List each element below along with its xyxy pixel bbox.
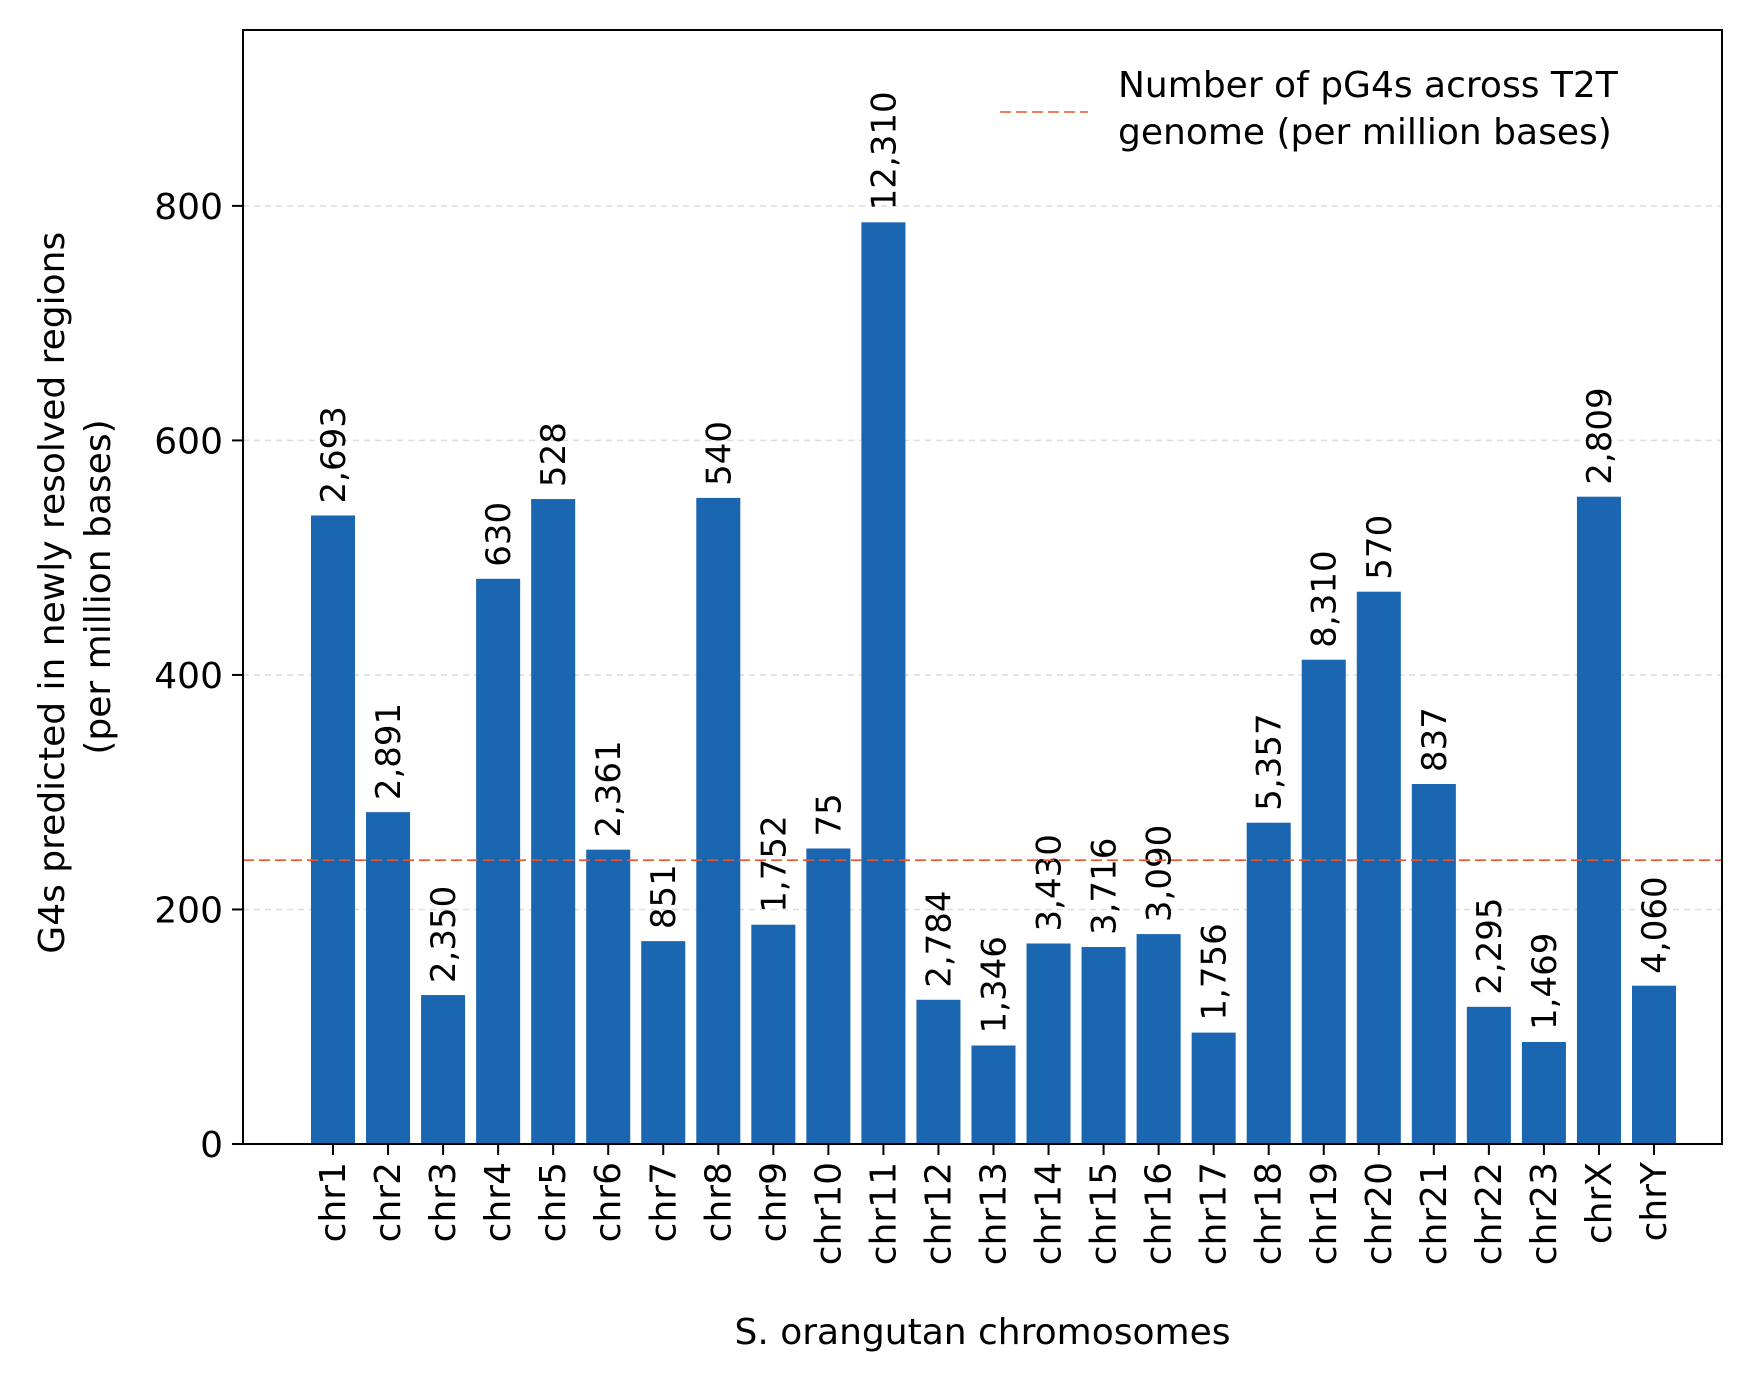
y-axis: 0 200 400 600 800	[154, 187, 243, 1166]
x-tick-label: chr19	[1304, 1162, 1345, 1265]
x-tick-label: chr17	[1194, 1162, 1235, 1265]
bar	[366, 812, 411, 1144]
bar	[806, 848, 851, 1144]
bar	[476, 578, 521, 1144]
x-tick-label: chr16	[1139, 1162, 1180, 1265]
x-axis: chr1 chr2 chr3 chr4 chr5 chr6 chr7 chr8 chr9 chr1…	[313, 1144, 1675, 1265]
x-tick-label: chr22	[1469, 1162, 1510, 1265]
x-tick-label: chr2	[368, 1162, 409, 1242]
x-tick-label: chr18	[1249, 1162, 1290, 1265]
x-tick-label: chr21	[1414, 1162, 1455, 1265]
bar-value-label: 3,716	[1085, 838, 1125, 935]
x-tick-label: chr10	[808, 1162, 849, 1265]
bar-value-label: 528	[534, 422, 574, 487]
bar	[1356, 591, 1401, 1144]
x-tick-label: chr5	[533, 1162, 574, 1242]
bar-value-label: 2,295	[1470, 897, 1510, 994]
x-axis-title: S. orangutan chromosomes	[734, 1312, 1230, 1353]
bar	[1631, 985, 1677, 1144]
x-tick-label: chr1	[313, 1162, 354, 1242]
legend-entry-line-1: Number of pG4s across T2T	[1118, 65, 1619, 106]
bar	[971, 1045, 1016, 1144]
x-tick-label: chr7	[643, 1162, 684, 1242]
bar-value-label: 3,430	[1030, 834, 1070, 931]
bar	[1191, 1032, 1236, 1144]
bar-value-label: 1,752	[754, 815, 794, 912]
bar	[1026, 943, 1071, 1144]
bar	[310, 515, 356, 1144]
bar	[696, 497, 741, 1144]
x-tick-label: chr8	[698, 1162, 739, 1242]
bar-value-label: 570	[1360, 515, 1400, 580]
bar	[1246, 822, 1291, 1144]
x-tick-label: chr11	[863, 1162, 904, 1265]
bar	[1576, 496, 1621, 1144]
bar-value-label: 540	[699, 421, 739, 486]
bar	[641, 941, 686, 1144]
x-tick-label: chr4	[478, 1162, 519, 1242]
grid-lines	[243, 205, 1722, 911]
bar-value-label: 1,346	[975, 936, 1015, 1033]
bar-value-label: 2,784	[919, 890, 959, 987]
x-tick-label: chrX	[1579, 1162, 1620, 1244]
bar	[586, 849, 631, 1144]
bar-value-label: 5,357	[1250, 713, 1290, 810]
legend-entry-line-2: genome (per million bases)	[1118, 112, 1612, 153]
x-tick-label: chr3	[423, 1162, 464, 1242]
plot-frame	[242, 29, 1723, 1145]
bar	[861, 222, 906, 1144]
bars-group	[310, 222, 1677, 1145]
y-tick-label: 0	[200, 1125, 223, 1166]
bar-value-label: 1,756	[1195, 923, 1235, 1020]
x-tick-label: chr15	[1084, 1162, 1125, 1265]
bar-value-label: 2,350	[424, 886, 464, 983]
y-tick-label: 600	[154, 421, 223, 462]
bar	[1081, 946, 1126, 1144]
bar	[1466, 1006, 1511, 1144]
bar	[1521, 1041, 1566, 1144]
bar-value-label: 630	[479, 502, 519, 567]
bar	[751, 924, 796, 1144]
bar-value-label: 75	[809, 793, 849, 836]
bar	[916, 999, 961, 1144]
y-tick-label: 800	[154, 187, 223, 228]
y-tick-label: 200	[154, 890, 223, 931]
x-tick-label: chr20	[1359, 1162, 1400, 1265]
bar-value-label: 2,809	[1580, 387, 1620, 484]
x-tick-label: chr9	[753, 1162, 794, 1242]
bar-value-label: 3,090	[1140, 825, 1180, 922]
y-axis-title: G4s predicted in newly resolved regions …	[32, 220, 119, 953]
bar-value-label: 8,310	[1305, 550, 1345, 647]
bar-value-label: 2,891	[369, 703, 409, 800]
bar	[531, 499, 576, 1145]
bar-value-label: 851	[644, 864, 684, 929]
bar-value-label: 1,469	[1525, 933, 1565, 1030]
bar-value-label: 2,693	[314, 406, 354, 503]
x-tick-label: chrY	[1634, 1161, 1675, 1241]
x-tick-label: chr6	[588, 1162, 629, 1242]
bar-value-label: 12,310	[864, 91, 904, 210]
x-tick-label: chr13	[974, 1162, 1015, 1265]
bar	[421, 995, 466, 1144]
y-tick-label: 400	[154, 656, 223, 697]
y-axis-title-line-1: G4s predicted in newly resolved regions	[32, 232, 73, 954]
bar-value-label: 837	[1415, 707, 1455, 772]
y-axis-title-line-2: (per million bases)	[78, 419, 119, 754]
legend: Number of pG4s across T2T genome (per mi…	[1000, 65, 1619, 153]
bar	[1136, 934, 1181, 1144]
bar-value-label: 4,060	[1635, 876, 1675, 973]
x-tick-label: chr23	[1524, 1162, 1565, 1265]
bar-value-labels: 2,693 2,891 2,350 630 528 2,361 851 540 1,752 75 1…	[314, 91, 1675, 1033]
bar	[1301, 659, 1346, 1144]
x-tick-label: chr12	[918, 1162, 959, 1265]
bar	[1411, 784, 1456, 1144]
x-tick-label: chr14	[1029, 1162, 1070, 1265]
bar-value-label: 2,361	[589, 740, 629, 837]
